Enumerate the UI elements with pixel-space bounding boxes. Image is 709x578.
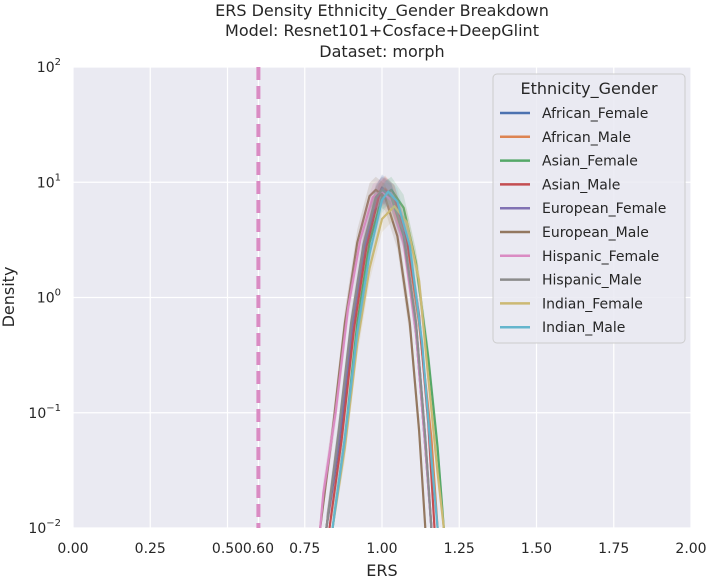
legend-label: Indian_Male <box>542 320 625 336</box>
chart-title-line-2: Model: Resnet101+Cosface+DeepGlint <box>225 21 539 40</box>
x-tick-label: 1.25 <box>444 541 475 557</box>
series-line-Indian_Female <box>331 205 445 528</box>
legend-box <box>492 73 686 344</box>
y-tick-label: 10−2 <box>28 518 61 537</box>
legend-label: African_Male <box>542 130 631 146</box>
x-tick-label: 0.25 <box>135 541 166 557</box>
x-tick-label: 1.50 <box>521 541 552 557</box>
legend-label: Hispanic_Male <box>542 273 642 289</box>
legend-items: African_Female African_Male Asian_Female As… <box>500 106 666 336</box>
series-line-European_Male <box>319 188 427 528</box>
legend-label: Asian_Female <box>542 154 638 170</box>
y-tick-label: 10−1 <box>28 403 61 422</box>
series-lines <box>319 174 445 528</box>
series-line-Indian_Male <box>331 190 439 528</box>
series-band-Indian_Female <box>332 193 444 528</box>
legend-label: European_Female <box>542 201 666 217</box>
x-tick-label: 1.75 <box>598 541 629 557</box>
x-tick-label: 0.50 <box>212 541 243 557</box>
x-tick-label: 0.00 <box>57 541 88 557</box>
legend-label: Hispanic_Female <box>542 249 659 265</box>
legend-title: Ethnicity_Gender <box>520 79 657 99</box>
legend-label: African_Female <box>542 106 648 122</box>
legend-label: Indian_Female <box>542 296 643 312</box>
x-tick-label: 1.00 <box>366 541 397 557</box>
x-tick-label: 2.00 <box>675 541 706 557</box>
chart-title-line-1: ERS Density Ethnicity_Gender Breakdown <box>215 1 549 21</box>
y-axis-label: Density <box>0 267 18 328</box>
legend: Ethnicity_Gender African_Female African_M… <box>492 73 686 344</box>
legend-label: European_Male <box>542 225 649 241</box>
x-axis-label: ERS <box>366 561 397 578</box>
y-tick-label: 101 <box>37 172 61 191</box>
y-tick-labels: 102 101 100 10−1 10−2 <box>28 57 61 537</box>
y-tick-label: 100 <box>37 288 61 307</box>
x-tick-labels: 0.00 0.25 0.50 0.60 0.75 1.00 1.25 1.50 1.75 2.00 <box>57 541 706 557</box>
chart-title-line-3: Dataset: morph <box>319 42 444 61</box>
x-tick-label: 0.60 <box>243 541 274 557</box>
legend-label: Asian_Male <box>542 177 620 193</box>
x-tick-label: 0.75 <box>289 541 320 557</box>
series-line-Hispanic_Male <box>325 188 433 528</box>
y-tick-label: 102 <box>37 57 61 76</box>
